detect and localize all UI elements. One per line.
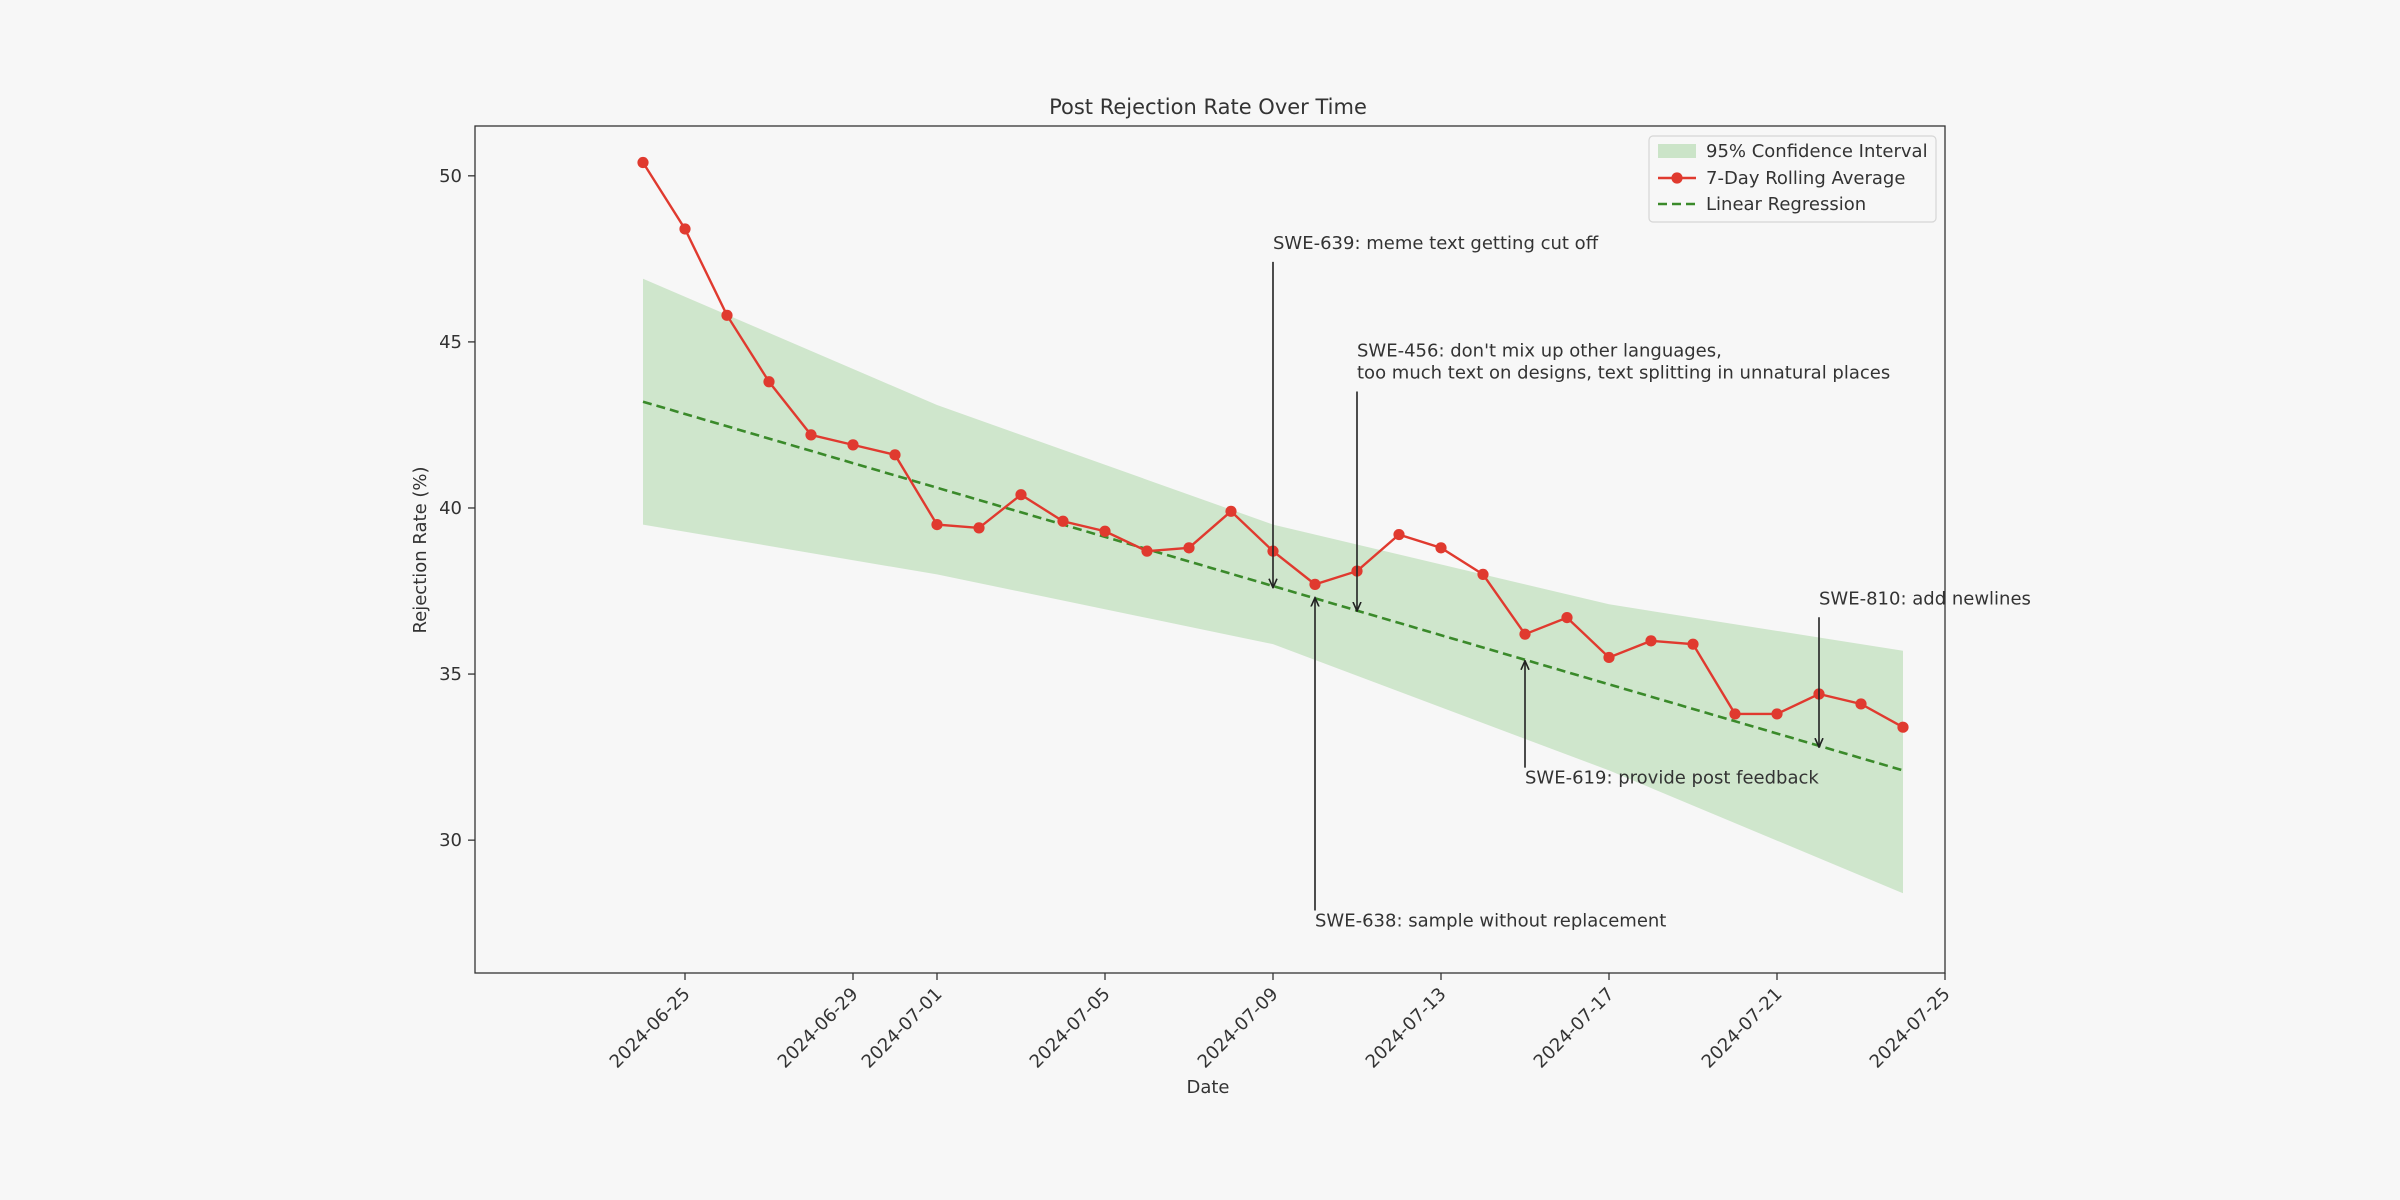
annotation-line: too much text on designs, text splitting… bbox=[1357, 362, 1890, 383]
data-point bbox=[1687, 638, 1699, 650]
annotation-text: SWE-456: don't mix up other languages, to… bbox=[1357, 340, 1890, 383]
data-point bbox=[1645, 635, 1657, 647]
data-point bbox=[889, 449, 901, 461]
data-point bbox=[679, 223, 691, 235]
data-point bbox=[1603, 651, 1615, 664]
plot-frame bbox=[474, 125, 1946, 974]
x-axis-label: Date bbox=[1186, 1077, 1229, 1098]
data-point bbox=[1477, 568, 1489, 581]
data-point bbox=[1309, 578, 1321, 590]
data-point bbox=[763, 376, 775, 388]
legend-label-ci: 95% Confidence Interval bbox=[1706, 141, 1928, 162]
annotation-text: SWE-639: meme text getting cut off bbox=[1273, 233, 1599, 254]
annotation-line: SWE-619: provide post feedback bbox=[1525, 768, 1819, 789]
data-point bbox=[1225, 505, 1237, 517]
data-point bbox=[1141, 545, 1153, 557]
data-point bbox=[637, 156, 649, 169]
y-axis-label: Rejection Rate (%) bbox=[410, 466, 431, 633]
x-tick-label: 2024-06-25 bbox=[606, 984, 695, 1073]
legend-label-regression: Linear Regression bbox=[1706, 194, 1866, 215]
y-tick-label: 35 bbox=[439, 664, 462, 685]
data-point bbox=[847, 439, 859, 451]
x-tick-label: 2024-07-25 bbox=[1866, 984, 1955, 1073]
data-point bbox=[931, 518, 943, 531]
annotation-line: SWE-456: don't mix up other languages, bbox=[1357, 340, 1722, 361]
annotation-text: SWE-619: provide post feedback bbox=[1525, 768, 1819, 789]
data-point bbox=[973, 522, 985, 534]
data-point bbox=[721, 309, 733, 321]
annotation-line: SWE-638: sample without replacement bbox=[1315, 910, 1666, 931]
x-tick-label: 2024-07-21 bbox=[1698, 984, 1787, 1073]
data-point bbox=[1183, 542, 1195, 554]
legend: 95% Confidence Interval 7-Day Rolling Ave… bbox=[1648, 135, 1937, 223]
y-tick-label: 50 bbox=[439, 166, 462, 187]
annotation-text: SWE-810: add newlines bbox=[1819, 588, 2031, 609]
annotation-line: SWE-810: add newlines bbox=[1819, 588, 2031, 609]
legend-label-rolling: 7-Day Rolling Average bbox=[1706, 168, 1905, 189]
regression-line bbox=[642, 400, 1904, 772]
y-tick-label: 45 bbox=[439, 332, 462, 353]
x-tick-label: 2024-07-05 bbox=[1026, 984, 1115, 1073]
data-point bbox=[1057, 515, 1069, 527]
x-tick-label: 2024-07-01 bbox=[858, 984, 947, 1073]
data-point bbox=[1855, 698, 1867, 710]
data-point bbox=[805, 429, 817, 441]
data-point bbox=[1099, 525, 1111, 537]
data-point bbox=[1015, 489, 1027, 501]
y-tick-label: 40 bbox=[439, 498, 462, 519]
x-tick-label: 2024-07-09 bbox=[1194, 984, 1283, 1073]
x-tick-label: 2024-07-13 bbox=[1362, 984, 1451, 1073]
data-point bbox=[1561, 611, 1573, 624]
annotation-line: SWE-639: meme text getting cut off bbox=[1273, 233, 1599, 254]
data-point bbox=[1729, 708, 1741, 720]
data-point bbox=[1897, 721, 1909, 733]
data-point bbox=[1771, 708, 1783, 720]
x-tick-label: 2024-07-17 bbox=[1530, 984, 1619, 1073]
legend-swatch-ci bbox=[1658, 144, 1696, 158]
y-tick-label: 30 bbox=[439, 830, 462, 851]
data-point bbox=[1519, 628, 1531, 640]
annotation-text: SWE-638: sample without replacement bbox=[1315, 910, 1666, 931]
data-point bbox=[1393, 528, 1405, 541]
legend-swatch-rolling-marker bbox=[1671, 172, 1683, 184]
legend-box bbox=[1648, 135, 1937, 223]
chart-title: Post Rejection Rate Over Time bbox=[1049, 95, 1367, 119]
x-tick-label: 2024-06-29 bbox=[774, 984, 863, 1073]
data-point bbox=[1435, 542, 1447, 554]
